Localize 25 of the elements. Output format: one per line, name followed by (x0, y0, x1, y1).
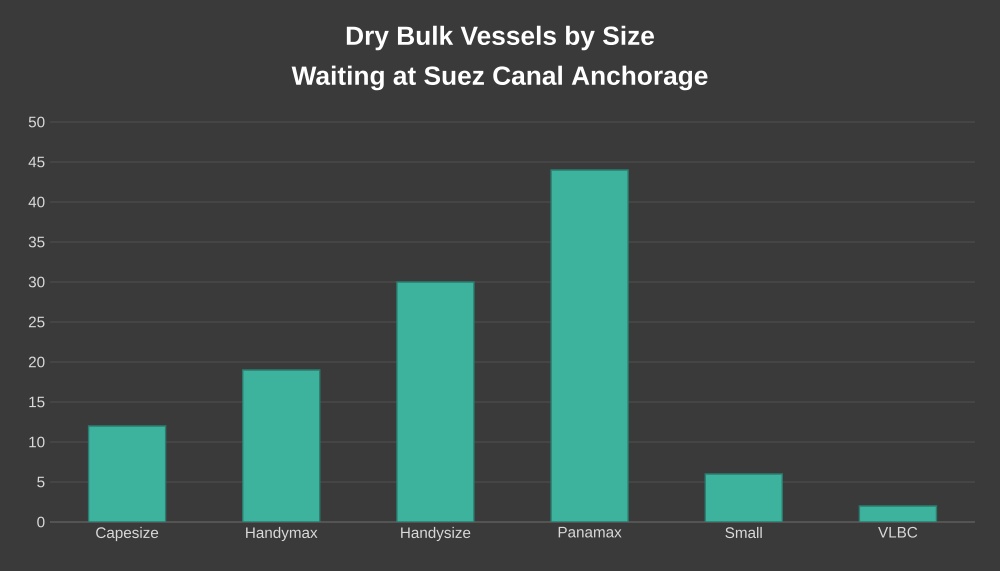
x-tick-label: VLBC (878, 526, 918, 538)
y-tick-label: 35 (28, 236, 44, 248)
x-tick-label: Handysize (401, 526, 470, 542)
bar (396, 281, 475, 522)
y-tick-label: 0 (37, 516, 44, 528)
bar (550, 169, 629, 522)
x-tick-label: Handymax (246, 526, 318, 542)
y-tick-label: 10 (29, 436, 44, 448)
bar (242, 369, 320, 522)
y-tick-label: 30 (28, 276, 44, 288)
x-tick-label: Capesize (96, 526, 158, 542)
bar (704, 473, 783, 522)
y-tick-label: 20 (28, 356, 44, 368)
y-tick-label: 15 (29, 396, 44, 408)
y-tick-label: 5 (37, 476, 44, 488)
chart-subtitle: Waiting at Suez Canal Anchorage (292, 66, 708, 90)
chart-title: Dry Bulk Vessels by Size (346, 26, 654, 50)
x-tick-label: Small (725, 526, 762, 538)
bar (858, 505, 938, 522)
y-tick-label: 50 (28, 116, 44, 128)
y-tick-label: 25 (28, 316, 44, 328)
x-tick-label: Panamax (558, 526, 622, 538)
bar (88, 425, 166, 522)
y-tick-label: 45 (28, 156, 44, 168)
y-tick-label: 40 (28, 196, 44, 208)
